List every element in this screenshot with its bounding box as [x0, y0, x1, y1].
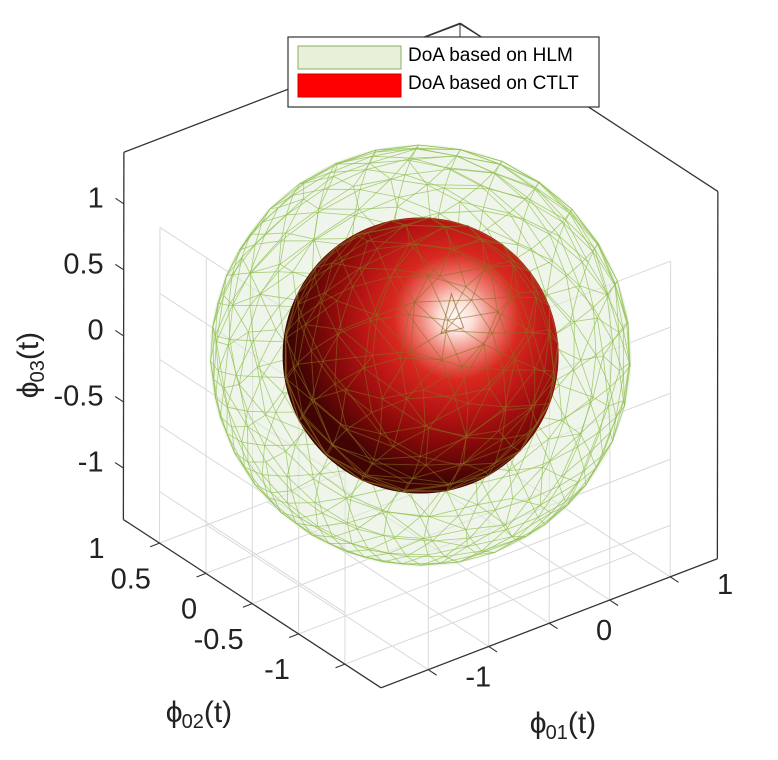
svg-text:0.5: 0.5: [111, 563, 151, 595]
svg-text:1: 1: [717, 569, 733, 601]
svg-text:ϕ01(t): ϕ01(t): [530, 707, 596, 744]
svg-text:0: 0: [596, 615, 612, 647]
svg-text:-1: -1: [264, 654, 290, 686]
svg-text:1: 1: [88, 533, 104, 565]
svg-text:-1: -1: [465, 662, 491, 694]
svg-text:1: 1: [88, 182, 104, 214]
svg-text:ϕ02(t): ϕ02(t): [166, 696, 232, 733]
svg-text:-1: -1: [78, 447, 104, 479]
svg-text:DoA based on CTLT: DoA based on CTLT: [408, 73, 579, 94]
svg-text:-0.5: -0.5: [194, 624, 244, 656]
svg-text:-0.5: -0.5: [54, 381, 104, 413]
svg-text:0.5: 0.5: [63, 248, 103, 280]
svg-text:0: 0: [181, 594, 197, 626]
svg-text:0: 0: [87, 314, 103, 346]
svg-text:ϕ03(t): ϕ03(t): [12, 332, 49, 398]
svg-text:DoA based on HLM: DoA based on HLM: [408, 45, 573, 66]
